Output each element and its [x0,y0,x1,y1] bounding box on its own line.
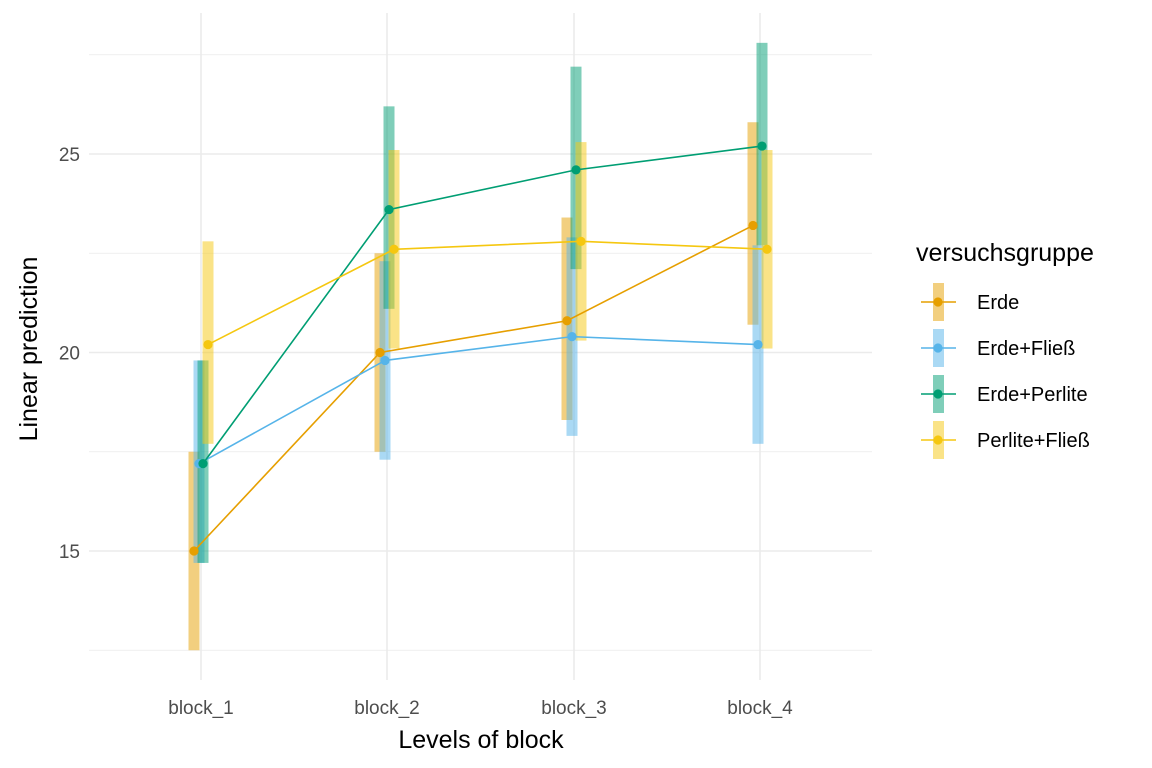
legend-item-erde-perlite: Erde+Perlite [921,375,1088,413]
legend-key-point [933,297,943,307]
data-point-erde [748,220,758,231]
x-tick-label: block_4 [727,698,793,719]
series-line-erde-perlite [202,145,763,465]
data-point-erde-perlite [198,459,208,469]
data-point-erde-fliess [567,332,577,342]
data-point-perlite-fliess [203,339,213,350]
legend-key-point [933,343,943,353]
data-point-erde-perlite [384,204,394,215]
x-axis-title: Levels of block [398,726,564,754]
series-line-perlite-fliess [207,240,768,346]
series-lines [193,145,768,552]
data-point-erde-fliess [753,339,763,350]
series-line-erde-fliess [198,335,759,465]
data-point-erde [562,316,572,326]
data-point-erde [189,546,199,556]
data-point-erde [375,347,385,358]
legend-key-point [933,435,943,445]
legend-label: Erde+Perlite [977,384,1088,406]
legend-title: versuchsgruppe [916,239,1094,267]
series-line-erde [193,224,754,552]
y-tick-labels: 15 20 25 [59,145,80,563]
data-point-erde-perlite [757,141,767,151]
x-tick-label: block_2 [354,698,420,719]
y-tick-label: 25 [59,145,80,166]
confidence-intervals [188,42,773,651]
legend-item-perlite-fliess: Perlite+Fließ [921,421,1090,459]
legend-item-erde-fliess: Erde+Fließ [921,329,1075,367]
x-tick-labels: block_1 block_2 block_3 block_4 [168,698,793,719]
y-axis-title: Linear prediction [15,257,43,442]
legend-key-point [933,389,943,399]
legend-items: Erde Erde+Fließ Erde+Perlite Perlite+Fließ [921,283,1090,459]
legend-label: Perlite+Fließ [977,430,1090,452]
data-point-erde-perlite [571,165,581,175]
data-point-perlite-fliess [762,244,772,254]
y-tick-label: 15 [59,542,80,563]
legend-label: Erde+Fließ [977,338,1075,360]
legend-label: Erde [977,292,1019,314]
legend-item-erde: Erde [921,283,1019,321]
data-point-perlite-fliess [576,236,586,246]
data-points [189,141,772,556]
data-point-erde-fliess [380,355,390,366]
x-tick-label: block_3 [541,698,607,719]
data-point-perlite-fliess [389,244,399,254]
y-tick-label: 20 [59,344,80,365]
legend: versuchsgruppe Erde Erde+Fließ Erde+Perlit… [916,239,1094,459]
x-tick-label: block_1 [168,698,234,719]
